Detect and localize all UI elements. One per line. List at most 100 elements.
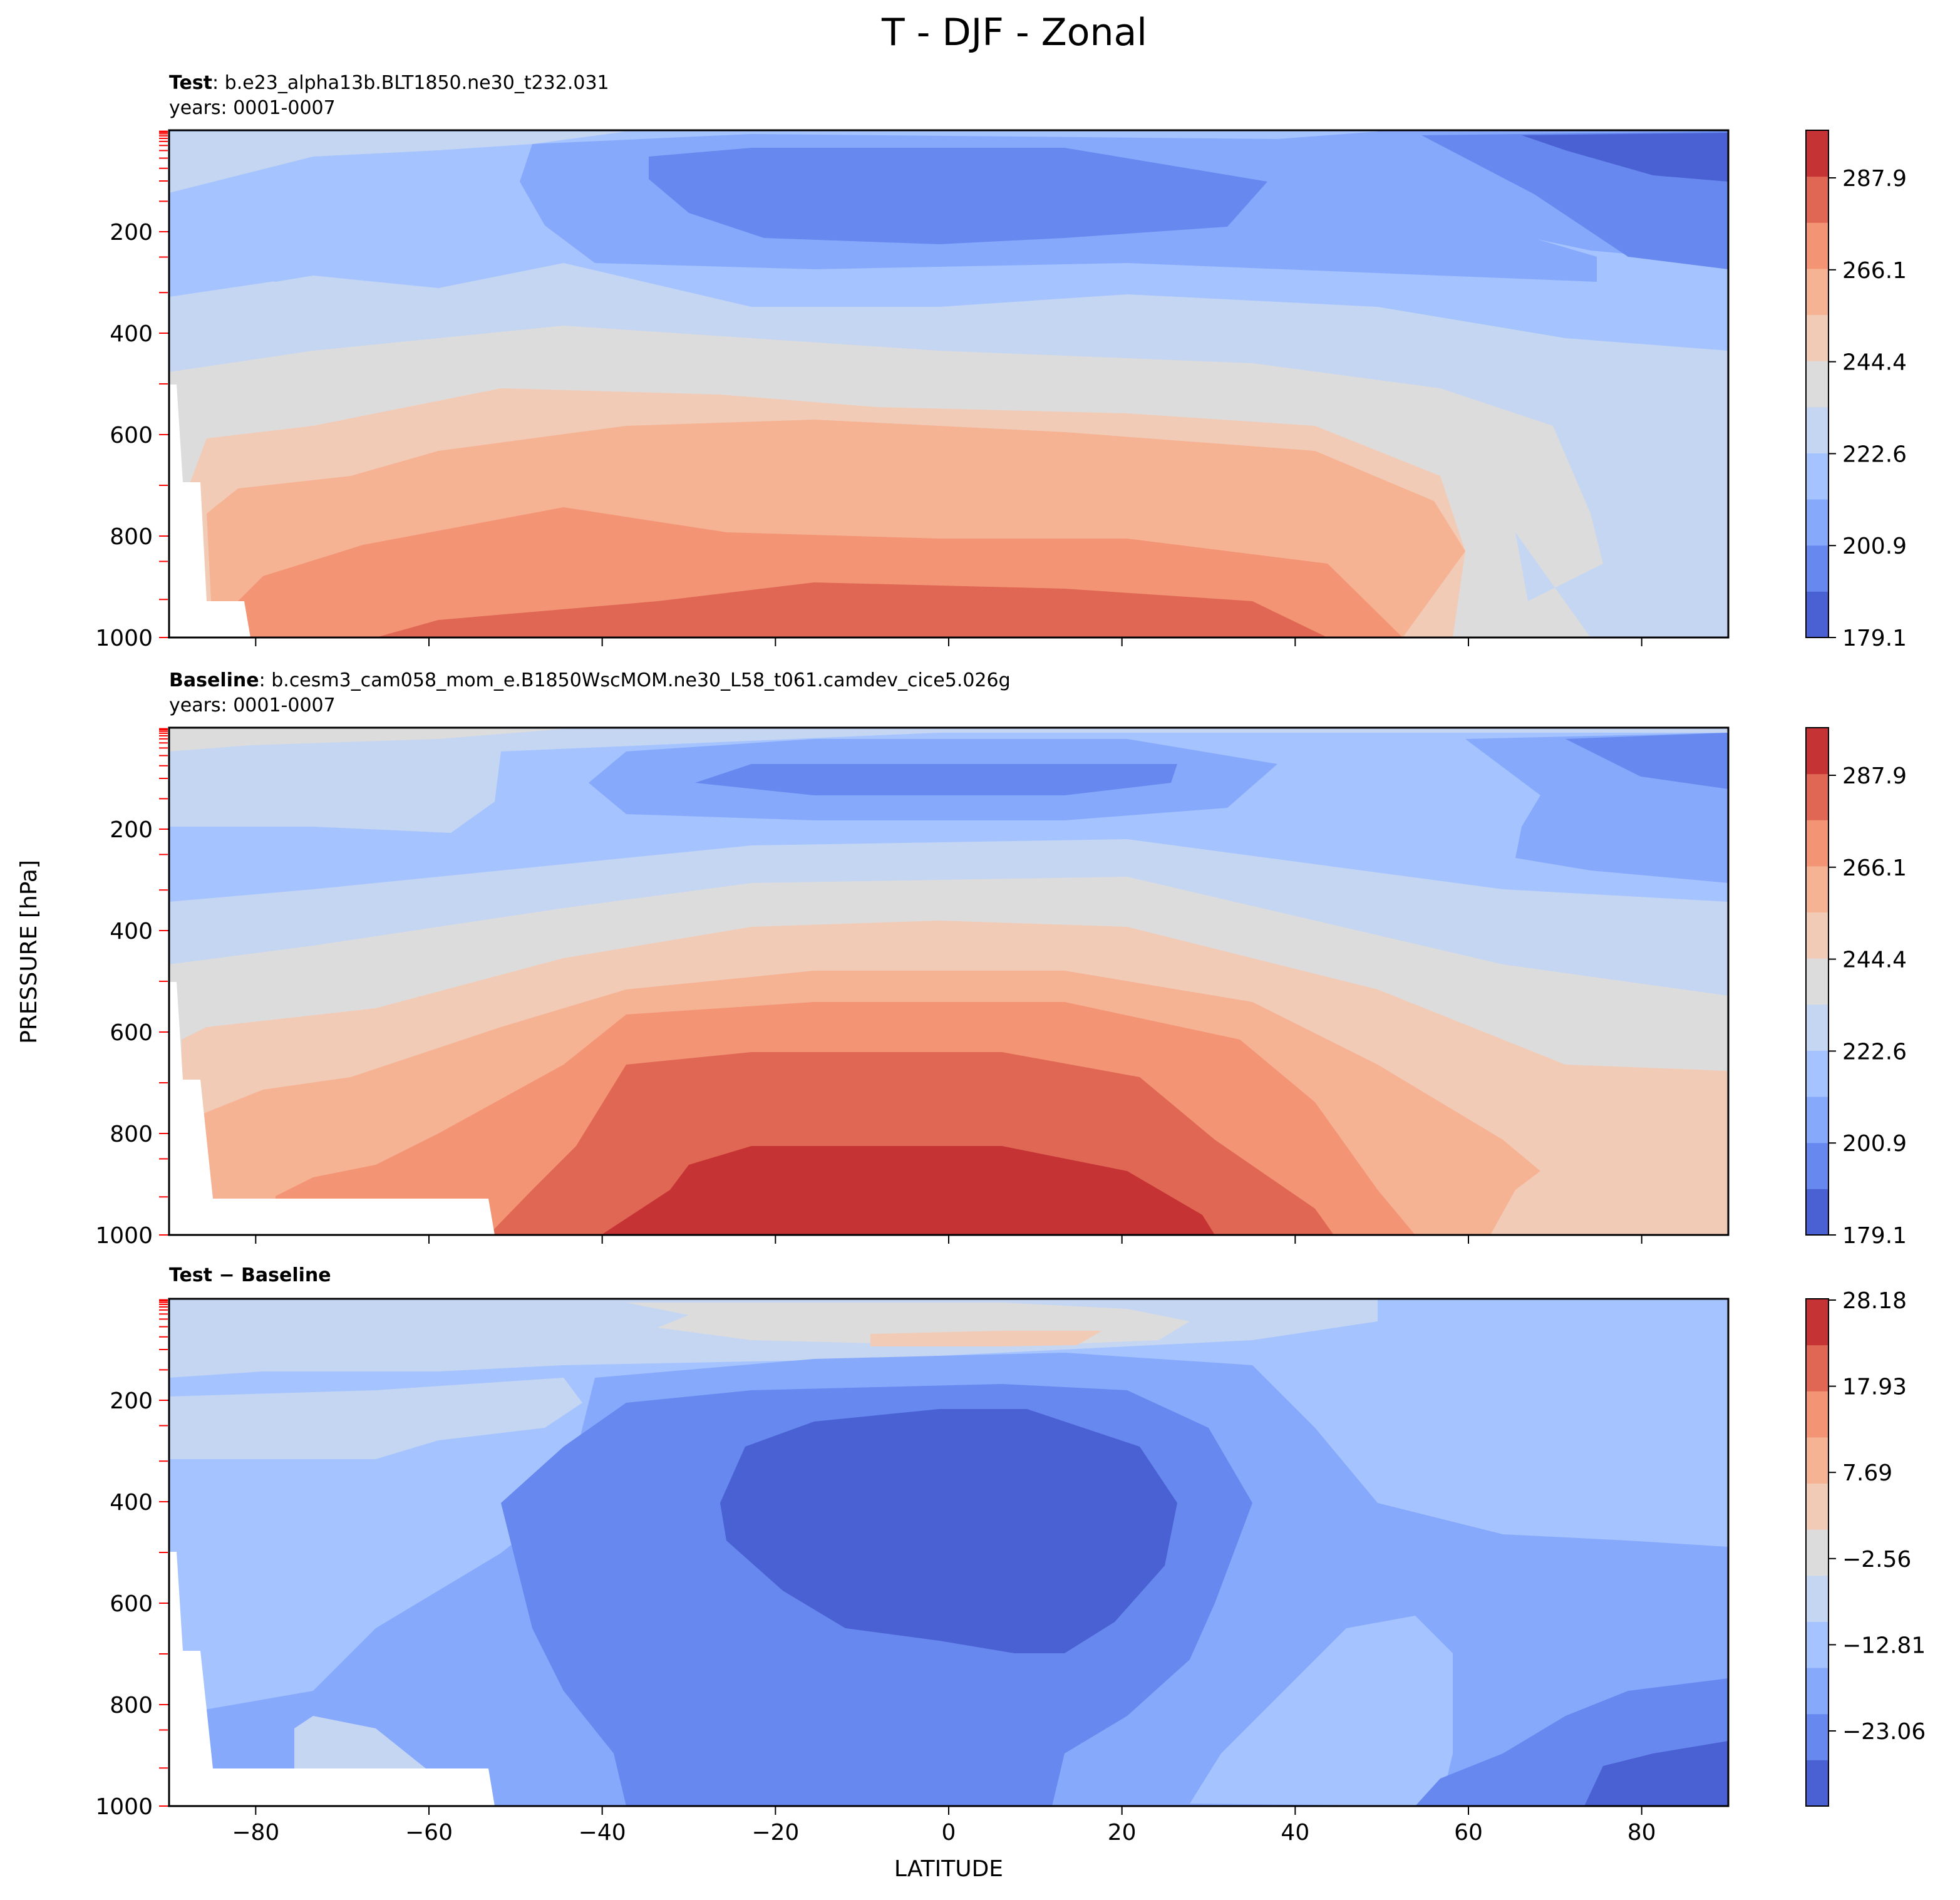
colorbar-segment [1806,1050,1828,1097]
panel-baseline-y-axis: 200 400 600 800 1000 [95,728,169,1249]
panel-baseline-contours [169,728,1728,1235]
y-tick-label: 1000 [95,1223,153,1249]
panel-difference-contours [169,1299,1728,1806]
panel-baseline-x-axis [255,1235,1643,1244]
colorbar-segment [1806,222,1828,269]
colorbar-segment [1806,1760,1828,1807]
contour-diff-level-4c [294,1716,438,1779]
panel-test-colorbar: 287.9 266.1 244.4 222.6 200.9 179.1 [1805,130,1907,651]
panel-baseline-label-bold: Baseline [169,669,259,691]
panel-difference-x-axis: −80 −60 −40 −20 0 20 40 60 80 [232,1806,1656,1846]
colorbar-segment [1806,1668,1828,1715]
panel-baseline-years: years: 0001-0007 [169,694,336,716]
colorbar-label: 7.69 [1842,1460,1892,1486]
panel-baseline: Baseline: b.cesm3_cam058_mom_e.B1850WscM… [95,669,1907,1249]
contour-test-level-3b [169,263,313,282]
colorbar-segment [1806,545,1828,592]
panel-difference: Test − Baseline −80 −60 −40 −20 0 20 40 60 80 20… [95,1264,1926,1846]
y-tick-label: 1000 [95,626,153,651]
colorbar-segment [1806,268,1828,316]
colorbar-segment [1806,499,1828,546]
colorbar-label: 200.9 [1842,1131,1907,1157]
colorbar-segment [1806,1437,1828,1484]
colorbar-segment [1806,912,1828,959]
colorbar-label: 287.9 [1842,166,1907,192]
colorbar-segment [1806,406,1828,453]
colorbar-segment [1806,176,1828,223]
panel-test-label-bold: Test [169,72,212,94]
colorbar-label: 287.9 [1842,763,1907,789]
colorbar-label: −2.56 [1842,1547,1911,1572]
y-tick-label: 600 [110,1591,153,1617]
contour-baseline-level-5 [169,728,564,751]
colorbar-label: 266.1 [1842,855,1907,881]
panel-baseline-colorbar: 287.9 266.1 244.4 222.6 200.9 179.1 [1805,727,1907,1249]
colorbar-segment [1806,1299,1828,1346]
y-tick-label: 400 [110,1490,153,1515]
x-tick-label: 60 [1454,1820,1483,1846]
contour-test-level-1 [649,148,1267,244]
colorbar-label: 28.18 [1842,1288,1907,1314]
x-tick-label: −60 [405,1820,453,1846]
panel-test-y-axis: 200 400 600 800 1000 [95,130,169,651]
contour-diff-level-3c [1378,1334,1728,1397]
colorbar-label: 17.93 [1842,1375,1907,1400]
colorbar-label: 179.1 [1842,1223,1907,1249]
colorbar-segment [1806,958,1828,1005]
y-tick-label: 600 [110,1020,153,1046]
y-tick-label: 800 [110,524,153,550]
panel-test: Test: b.e23_alpha13b.BLT1850.ne30_t232.0… [95,72,1907,651]
contour-diff-level-0b [1584,1741,1728,1806]
contour-baseline-level-1 [695,764,1177,795]
y-tick-label: 400 [110,321,153,347]
panel-difference-y-axis: 200 400 600 800 1000 [95,1299,169,1820]
contour-diff-level-3b [1190,1616,1453,1806]
colorbar-frame [1805,130,1829,638]
contour-diff-level-6 [870,1331,1102,1346]
contour-test-level-4c [1515,426,1728,638]
panel-test-label: Test: b.e23_alpha13b.BLT1850.ne30_t232.0… [169,72,609,94]
x-tick-label: 40 [1281,1820,1309,1846]
colorbar-segment [1806,1391,1828,1438]
colorbar-label: 222.6 [1842,441,1907,467]
x-axis-title: LATITUDE [894,1856,1003,1882]
colorbar-label: −12.81 [1842,1633,1926,1658]
contour-diff-level-0 [720,1409,1177,1653]
y-tick-label: 800 [110,1693,153,1718]
contour-baseline-level-10 [601,1146,1215,1235]
colorbar-segment [1806,1713,1828,1760]
y-tick-label: 600 [110,423,153,448]
x-tick-label: −40 [579,1820,626,1846]
contour-diff-level-4b [169,1378,582,1459]
colorbar-label: 244.4 [1842,947,1907,973]
colorbar-segment [1806,1483,1828,1530]
panel-baseline-label: Baseline: b.cesm3_cam058_mom_e.B1850WscM… [169,669,1011,691]
contour-baseline-level-1b [1565,733,1728,789]
x-tick-label: 20 [1108,1820,1137,1846]
colorbar-segment [1806,1575,1828,1622]
colorbar-segment [1806,591,1828,638]
colorbar-segment [1806,1529,1828,1576]
colorbar-frame [1805,1298,1829,1807]
colorbar-segment [1806,314,1828,361]
x-tick-label: 0 [942,1820,956,1846]
contour-test-missing [169,385,250,638]
y-tick-label: 400 [110,919,153,944]
panel-baseline-label-text: : b.cesm3_cam058_mom_e.B1850WscMOM.ne30_… [259,669,1011,691]
colorbar-segment [1806,1189,1828,1236]
colorbar-segment [1806,728,1828,775]
y-axis-title: PRESSURE [hPa] [16,860,42,1044]
colorbar-segment [1806,453,1828,500]
colorbar-label: 200.9 [1842,534,1907,559]
colorbar-label: 179.1 [1842,626,1907,651]
x-tick-label: −20 [751,1820,799,1846]
colorbar-segment [1806,773,1828,820]
contour-test-level-4 [169,132,626,193]
panel-test-contours [169,130,1728,638]
colorbar-label: 266.1 [1842,258,1907,284]
panel-difference-label: Test − Baseline [169,1264,331,1286]
panel-test-years: years: 0001-0007 [169,97,336,119]
y-tick-label: 1000 [95,1794,153,1820]
colorbar-label: 222.6 [1842,1039,1907,1065]
colorbar-label: −23.06 [1842,1719,1926,1745]
